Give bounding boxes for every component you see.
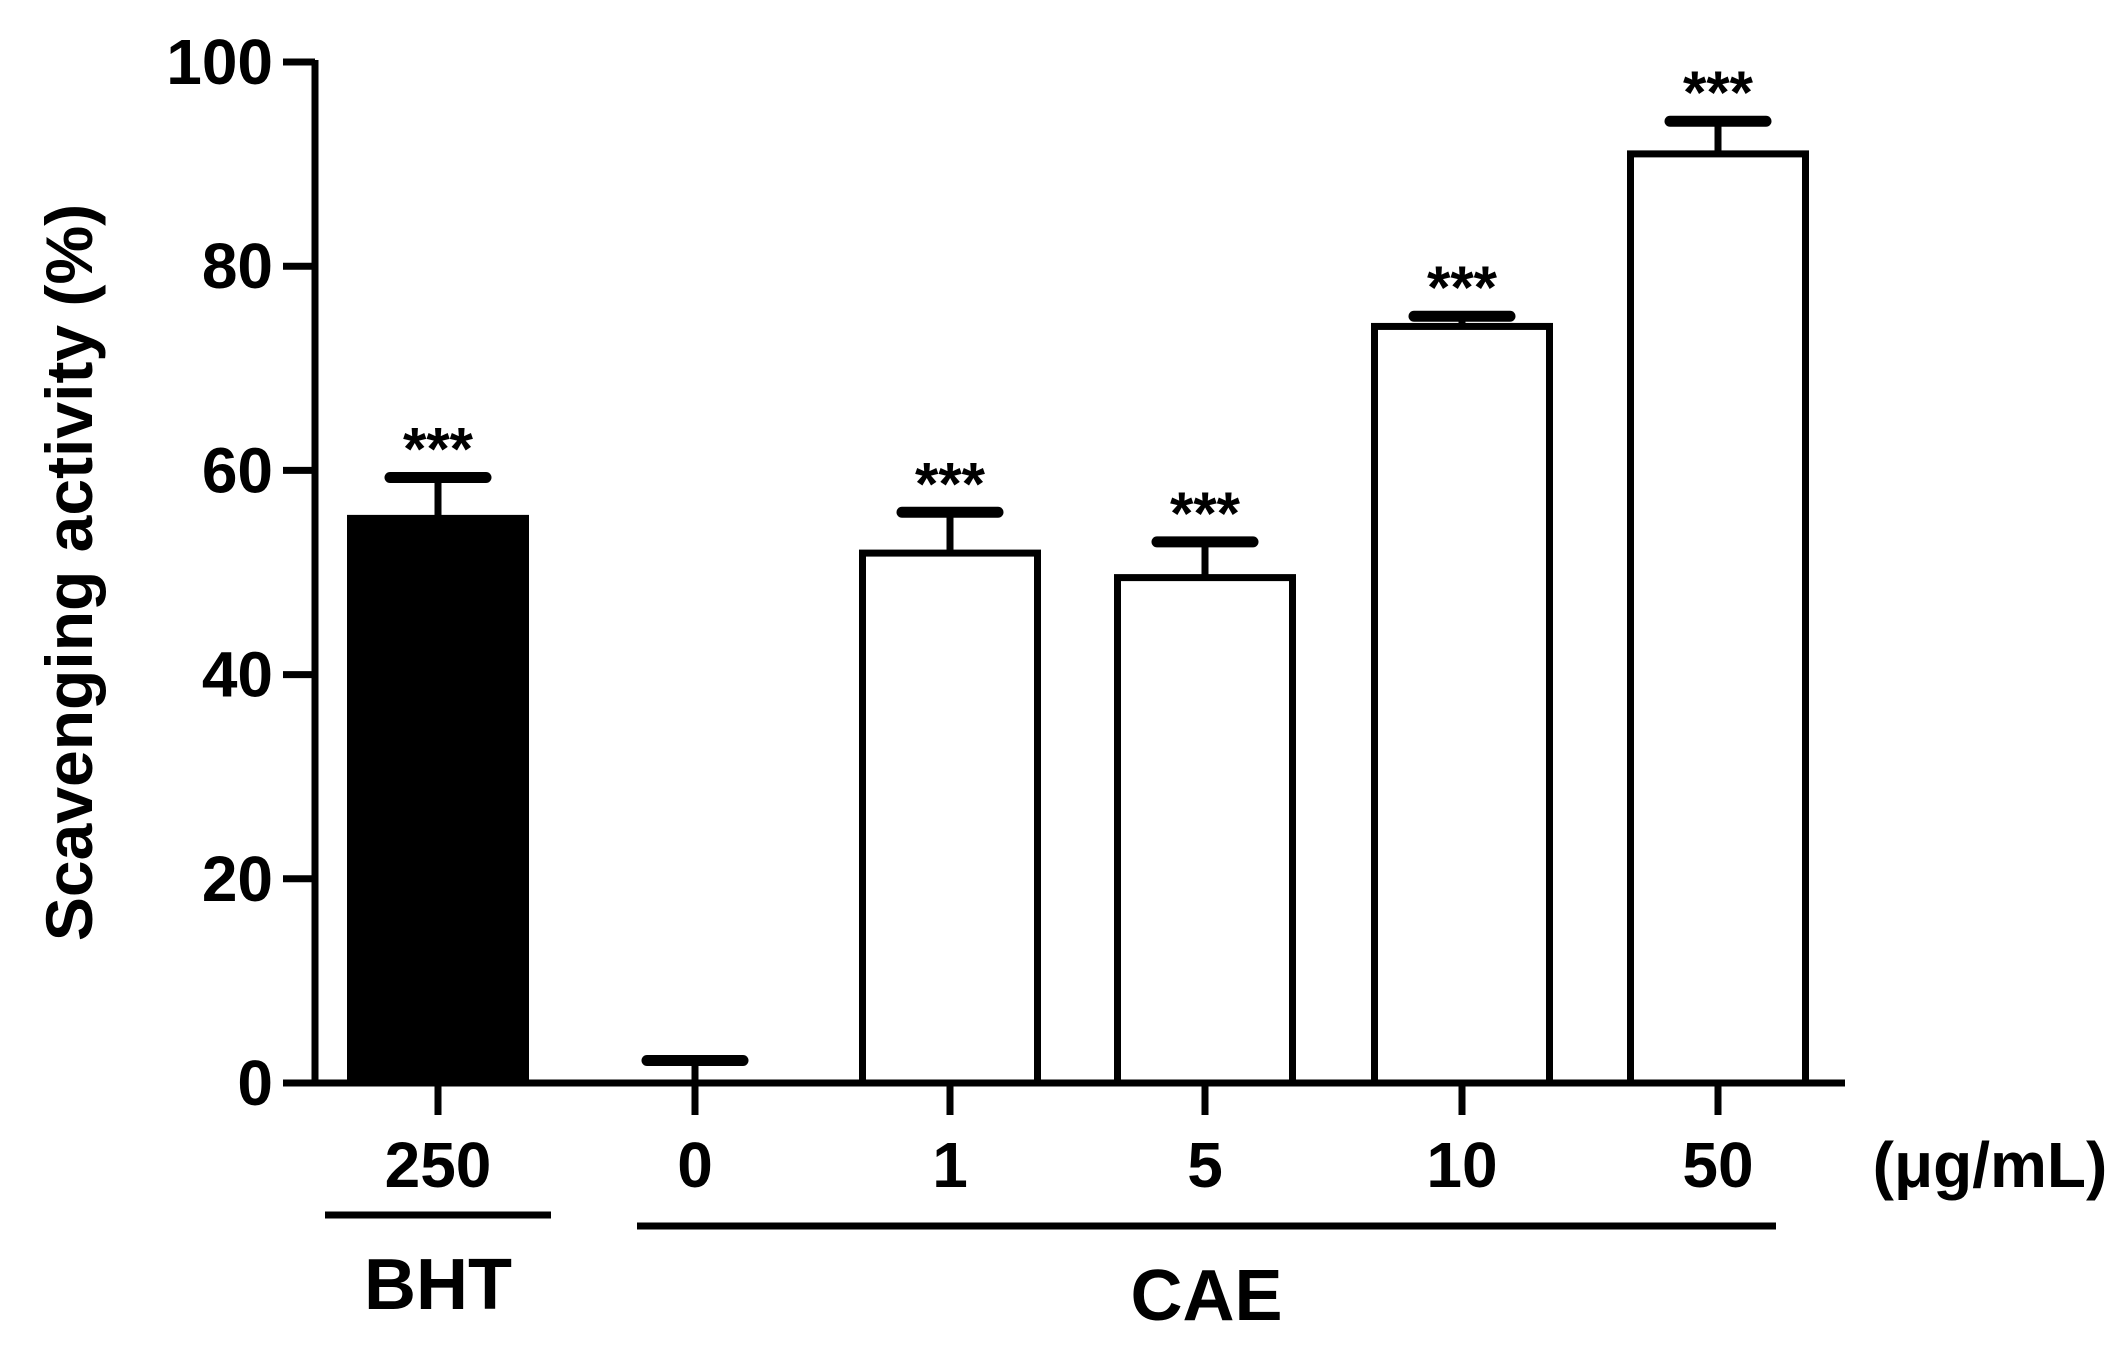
significance-label: *** bbox=[1427, 254, 1498, 321]
x-tick-label: 1 bbox=[932, 1129, 968, 1201]
bar-1 bbox=[859, 549, 1041, 1087]
group-label: BHT bbox=[364, 1245, 512, 1325]
y-tick-label: 20 bbox=[202, 843, 273, 915]
significance-label: *** bbox=[403, 416, 474, 483]
y-tick-label: 60 bbox=[202, 434, 273, 506]
y-tick-label: 100 bbox=[166, 26, 273, 98]
y-tick-label: 0 bbox=[237, 1047, 273, 1119]
bar-10 bbox=[1371, 322, 1553, 1087]
x-tick-label: 5 bbox=[1187, 1129, 1223, 1201]
significance-label: *** bbox=[1170, 480, 1241, 547]
x-unit-label: (μg/mL) bbox=[1873, 1129, 2108, 1201]
significance-label: *** bbox=[915, 450, 986, 517]
significance-label: *** bbox=[1683, 59, 1754, 126]
x-tick-label: 0 bbox=[677, 1129, 713, 1201]
x-tick-label: 50 bbox=[1682, 1129, 1753, 1201]
y-tick-label: 80 bbox=[202, 230, 273, 302]
y-axis-label: Scavenging activity (%) bbox=[32, 204, 106, 941]
y-tick-label: 40 bbox=[202, 639, 273, 711]
bar-5 bbox=[1114, 574, 1296, 1087]
bar-50 bbox=[1627, 150, 1809, 1087]
x-tick-label: 250 bbox=[385, 1129, 492, 1201]
bar-250 bbox=[347, 514, 529, 1087]
x-tick-label: 10 bbox=[1426, 1129, 1497, 1201]
group-label: CAE bbox=[1130, 1256, 1282, 1336]
